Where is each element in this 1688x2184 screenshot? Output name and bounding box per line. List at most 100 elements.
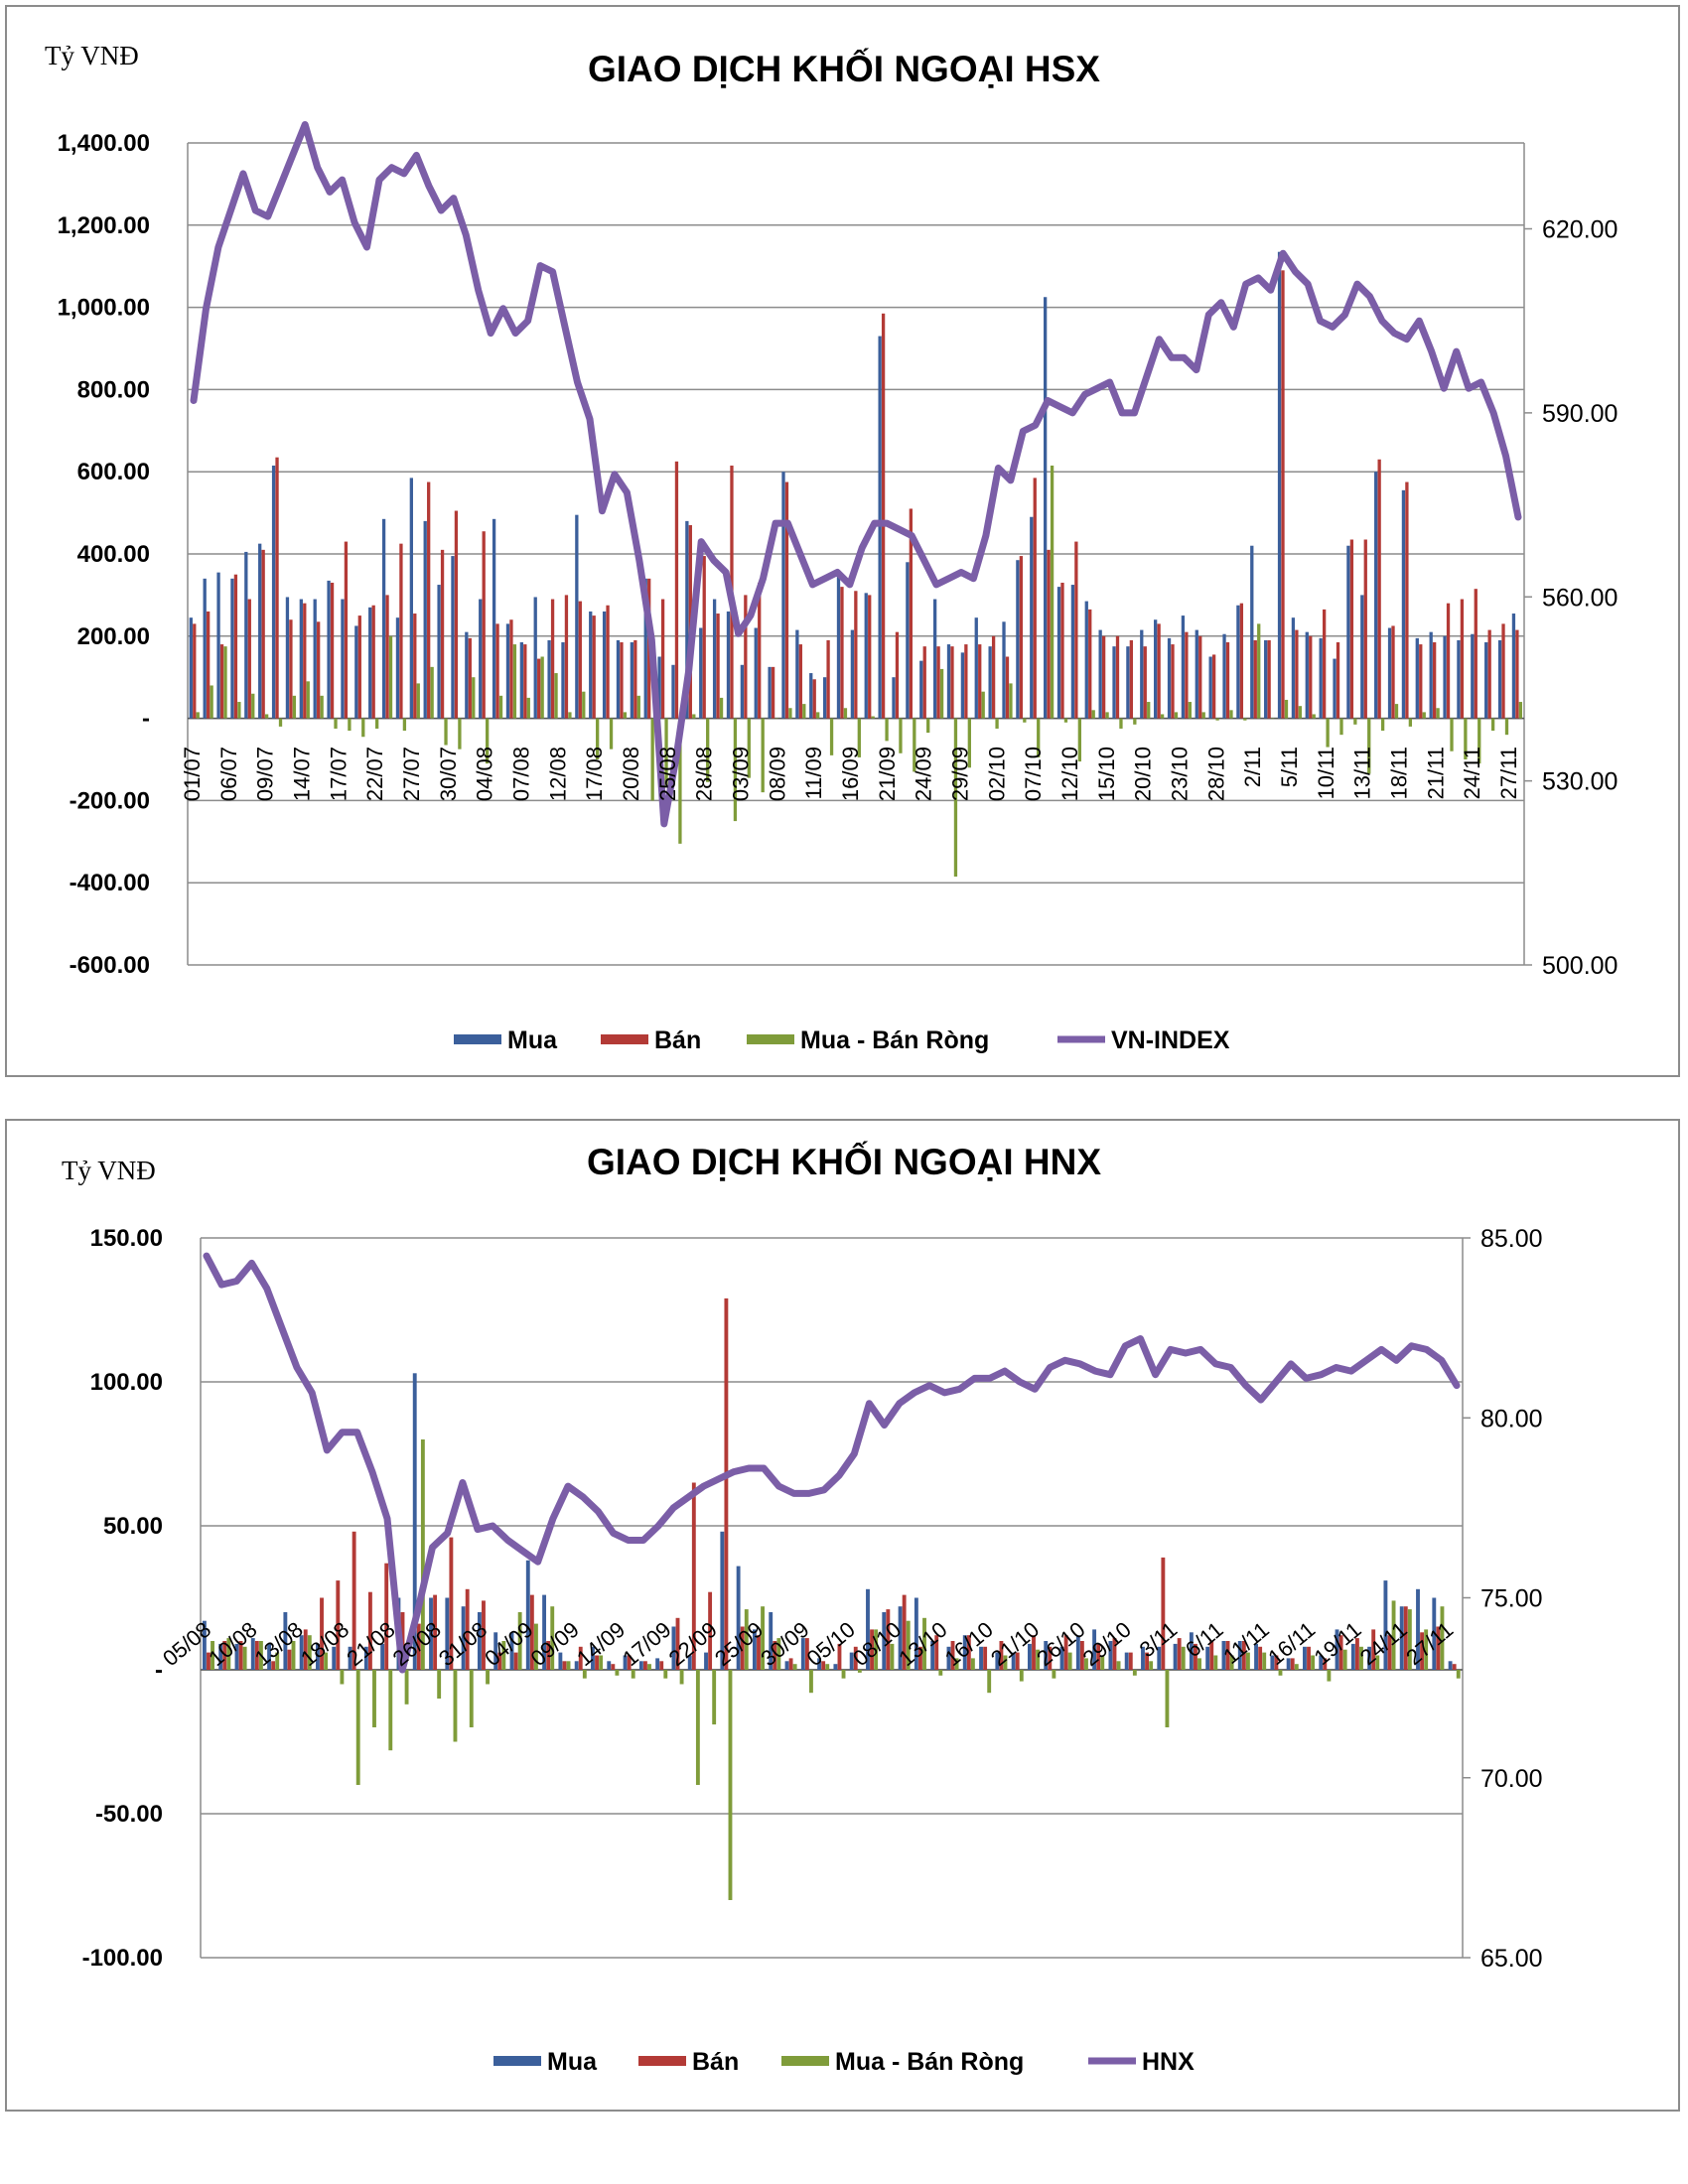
- hnx-bar-buy: [1303, 1646, 1307, 1670]
- hsx-bar-sell: [247, 599, 251, 719]
- hsx-bar-buy: [602, 611, 607, 719]
- hsx-bar-sell: [1198, 635, 1202, 719]
- hsx-x-tick-label: 17/07: [326, 747, 351, 801]
- hnx-bar-buy: [817, 1658, 822, 1670]
- hnx-bar-net: [1132, 1670, 1137, 1676]
- hnx-y-tick-label: 150.00: [90, 1225, 163, 1252]
- hsx-bar-sell: [1129, 639, 1134, 719]
- hsx-bar-buy: [1002, 621, 1006, 719]
- hnx-y-tick-label: 50.00: [103, 1513, 163, 1540]
- hnx-bar-buy: [525, 1560, 530, 1670]
- hnx-bar-net: [1197, 1658, 1201, 1670]
- hsx-bar-net: [995, 718, 999, 729]
- hsx-bar-net: [1504, 718, 1509, 736]
- hsx-bar-buy: [505, 623, 510, 719]
- hsx-legend-swatch: [601, 1034, 648, 1044]
- hnx-bar-net: [1003, 1655, 1008, 1670]
- hnx-bar-sell: [1112, 1638, 1117, 1670]
- hsx-bar-buy: [1401, 489, 1406, 719]
- hsx-bar-buy: [1112, 646, 1116, 719]
- hsx-bar-buy: [1374, 472, 1378, 719]
- hnx-bar-buy: [363, 1646, 368, 1670]
- hnx-bar-buy: [493, 1632, 498, 1670]
- hsx-bar-buy: [409, 478, 413, 719]
- hsx-bar-buy: [740, 664, 745, 719]
- hnx-bar-buy: [1367, 1646, 1372, 1670]
- hnx-bar-buy: [234, 1643, 239, 1670]
- hnx-bar-sell: [1387, 1635, 1392, 1670]
- hnx-bar-sell: [1145, 1652, 1149, 1670]
- hsx-bar-sell: [413, 614, 417, 719]
- hnx-bar-net: [1229, 1655, 1234, 1670]
- hnx-bar-net: [1311, 1655, 1316, 1670]
- hsx-bar-sell: [427, 481, 431, 719]
- hnx-bar-net: [663, 1670, 668, 1679]
- hsx-bar-buy: [451, 556, 455, 719]
- hnx-bar-net: [922, 1617, 926, 1670]
- hnx-bar-buy: [704, 1652, 708, 1670]
- hsx-bar-net: [223, 646, 227, 719]
- hsx-bar-net: [692, 714, 696, 719]
- hsx-bar-buy: [1511, 614, 1516, 719]
- hsx-bar-sell: [895, 631, 900, 719]
- hsx-x-tick-label: 23/10: [1168, 747, 1193, 801]
- hnx-bar-buy: [1011, 1652, 1016, 1670]
- hnx-bar-buy: [477, 1612, 482, 1670]
- hnx-bar-net: [1342, 1649, 1347, 1670]
- hsx-bar-sell: [495, 623, 499, 719]
- hnx-y2-tick-label: 65.00: [1480, 1945, 1543, 1973]
- hnx-bar-net: [453, 1670, 458, 1742]
- hsx-bar-buy: [368, 607, 372, 719]
- hsx-bar-net: [1518, 702, 1523, 719]
- hnx-bar-sell: [1354, 1638, 1359, 1670]
- hnx-legend-label: Bán: [692, 2048, 739, 2076]
- hsx-legend-swatch: [454, 1034, 501, 1044]
- hsx-bar-sell: [771, 666, 775, 719]
- hsx-bar-net: [1077, 718, 1081, 762]
- hnx-legend-label: Mua - Bán Ròng: [835, 2048, 1024, 2076]
- hnx-bar-net: [776, 1638, 781, 1670]
- hnx-bar-sell: [1161, 1557, 1166, 1670]
- hsx-bar-buy: [589, 611, 593, 719]
- hsx-bar-net: [1009, 683, 1013, 719]
- hsx-bar-buy: [313, 599, 317, 719]
- hnx-bar-net: [404, 1670, 409, 1705]
- hsx-bar-sell: [537, 658, 541, 719]
- hnx-bar-sell: [902, 1594, 907, 1670]
- hsx-bar-buy: [1181, 615, 1186, 719]
- hsx-bar-net: [1215, 718, 1219, 721]
- hnx-bar-sell: [433, 1594, 438, 1670]
- hnx-bar-net: [501, 1641, 506, 1670]
- hnx-bar-net: [291, 1641, 296, 1670]
- hsx-bar-buy: [726, 611, 731, 719]
- hsx-bar-net: [430, 666, 434, 719]
- hnx-bar-net: [1391, 1600, 1396, 1670]
- hnx-bar-net: [890, 1643, 895, 1670]
- hnx-bar-buy: [607, 1661, 612, 1670]
- hsx-bar-sell: [812, 679, 816, 719]
- hsx-bar-buy: [1056, 587, 1061, 719]
- hnx-bar-buy: [316, 1643, 320, 1670]
- hsx-bar-buy: [271, 465, 276, 719]
- hsx-bar-sell: [922, 646, 926, 719]
- hnx-bar-buy: [283, 1612, 288, 1670]
- hsx-bar-net: [1298, 706, 1303, 719]
- hsx-bar-net: [334, 718, 338, 729]
- hsx-bar-net: [1339, 718, 1343, 736]
- hnx-bar-sell: [513, 1652, 518, 1670]
- hsx-bar-net: [953, 718, 958, 877]
- hnx-bar-sell: [675, 1617, 680, 1670]
- hnx-bar-net: [486, 1670, 490, 1685]
- hsx-bar-net: [1450, 718, 1454, 751]
- hsx-legend-label: VN-INDEX: [1111, 1026, 1230, 1054]
- hnx-bar-buy: [1399, 1606, 1404, 1670]
- hsx-bar-net: [1243, 718, 1247, 721]
- hnx-bar-sell: [384, 1563, 389, 1670]
- hsx-bar-net: [375, 718, 379, 729]
- hsx-bar-buy: [616, 639, 621, 719]
- hnx-x-tick-label: 6/11: [1181, 1617, 1228, 1663]
- hsx-bar-net: [278, 718, 283, 727]
- hsx-bar-sell: [275, 457, 279, 719]
- hnx-bar-buy: [348, 1646, 352, 1670]
- hsx-bar-buy: [864, 593, 868, 719]
